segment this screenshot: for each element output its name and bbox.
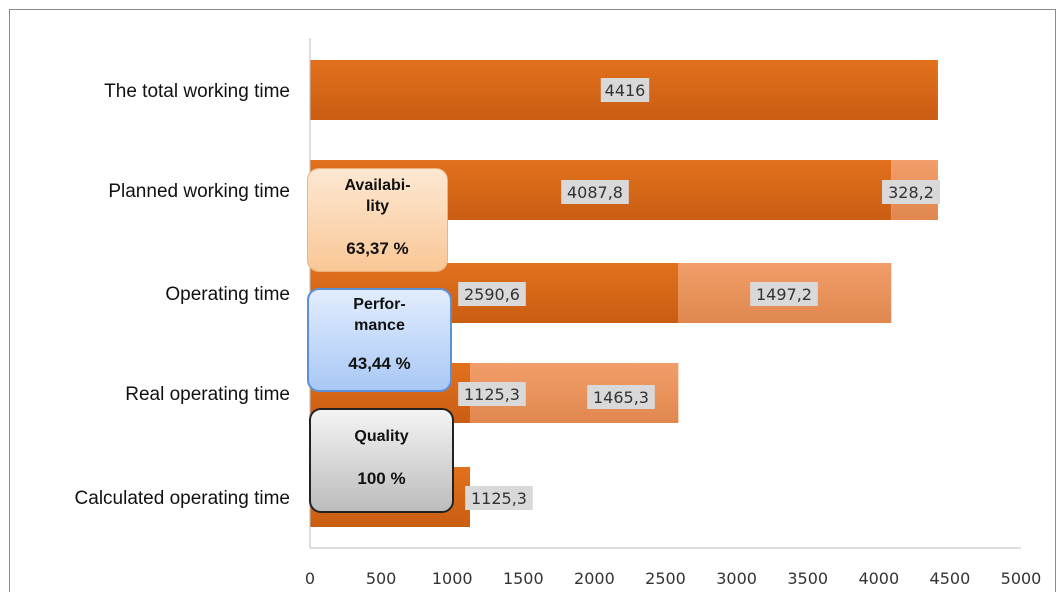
data-label: 4416 [605, 81, 646, 100]
x-tick-label: 3500 [787, 569, 828, 588]
category-label: Operating time [165, 284, 290, 305]
data-label-bg [561, 180, 629, 204]
data-label-bg [465, 486, 533, 510]
data-label-bg [750, 282, 818, 306]
availability-title-line-2: lity [365, 198, 390, 215]
availability-value: 63,37 % [346, 239, 409, 258]
data-label-bg [587, 385, 655, 409]
availability-box: Availabi- lity 63,37 % [307, 168, 448, 272]
quality-box: Quality 100 % [309, 408, 454, 513]
data-label: 2590,6 [464, 285, 520, 304]
quality-value: 100 % [357, 469, 406, 488]
data-label: 1125,3 [464, 385, 520, 404]
quality-title: Quality [354, 428, 409, 445]
x-tick-label: 0 [305, 569, 315, 588]
performance-box: Perfor- mance 43,44 % [307, 288, 452, 392]
x-tick-label: 2500 [645, 569, 686, 588]
data-label-bg [882, 180, 940, 204]
category-label: Calculated operating time [75, 488, 290, 509]
category-label: The total working time [104, 81, 290, 102]
data-label: 1465,3 [593, 388, 649, 407]
labels-layer: The total working time Planned working ti… [75, 78, 940, 510]
data-label-bg [600, 78, 650, 102]
performance-title-line-1: Perfor- [353, 296, 406, 313]
x-tick-label: 1500 [503, 569, 544, 588]
data-label-bg [458, 382, 526, 406]
category-label: Planned working time [108, 181, 290, 202]
data-label: 4087,8 [567, 183, 623, 202]
x-tick-label: 3000 [716, 569, 757, 588]
performance-value: 43,44 % [348, 354, 411, 373]
data-label: 1497,2 [756, 285, 812, 304]
data-label-bg [458, 282, 526, 306]
x-tick-label: 4000 [858, 569, 899, 588]
performance-title-line-2: mance [354, 317, 405, 334]
data-label: 328,2 [888, 183, 934, 202]
x-tick-label: 1000 [432, 569, 473, 588]
x-tick-label: 500 [366, 569, 397, 588]
data-label: 1125,3 [471, 489, 527, 508]
availability-title-line-1: Availabi- [344, 177, 411, 194]
x-tick-label: 2000 [574, 569, 615, 588]
x-tick-label: 4500 [930, 569, 971, 588]
x-tick-label: 5000 [1001, 569, 1042, 588]
category-label: Real operating time [125, 384, 290, 405]
